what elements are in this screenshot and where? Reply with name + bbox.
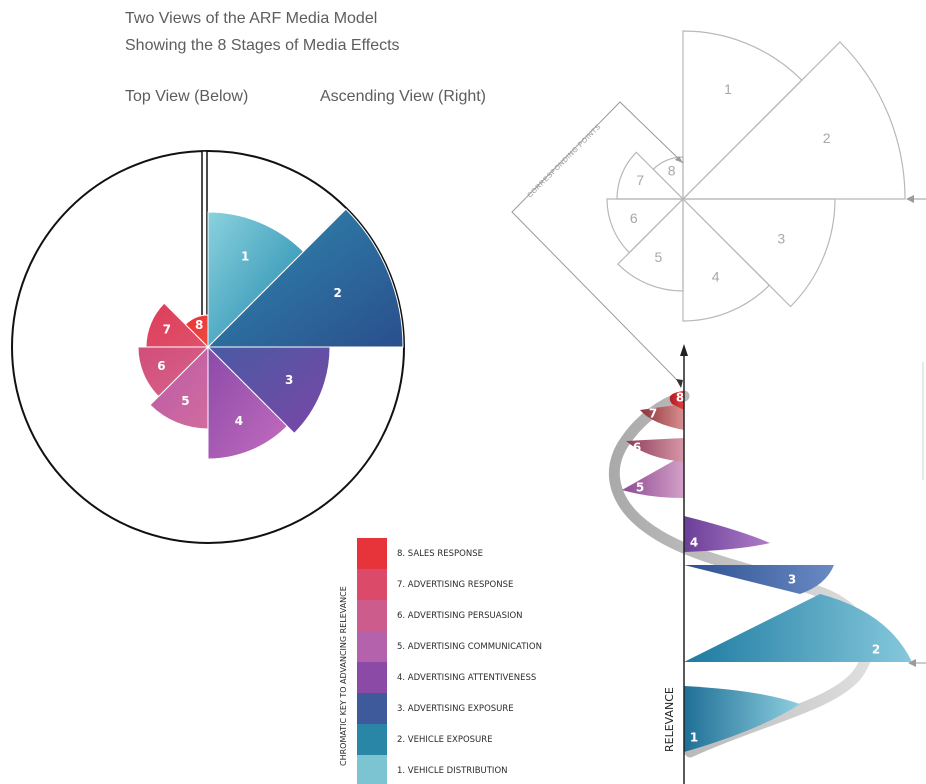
outline-view-wedge-7	[616, 151, 685, 200]
top-view-stage-number-3: 3	[285, 373, 293, 387]
legend-label-1: 8. SALES RESPONSE	[397, 549, 483, 559]
ascending-view-stage-number-3: 3	[788, 573, 796, 587]
outline-view-stage-number-1: 1	[724, 81, 732, 97]
top-view-wedge-3	[206, 346, 331, 435]
bracket-arrowhead-upper	[675, 156, 683, 163]
legend-label-6: 3. ADVERTISING EXPOSURE	[397, 704, 514, 714]
ascending-view-fin-7	[640, 404, 684, 430]
top-view-wedge-4	[207, 345, 288, 460]
ascending-view-stage-number-2: 2	[872, 643, 880, 657]
legend-swatch-5	[357, 662, 387, 693]
ascending-view-diagram: 1 2 3 4 5 6 7 8 RELEVANCE	[608, 344, 926, 784]
ascending-view-stage-number-6: 6	[633, 441, 641, 455]
top-view-stage-number-1: 1	[241, 250, 249, 264]
ascending-view-stage-number-8: 8	[676, 391, 684, 405]
legend-title: CHROMATIC KEY TO ADVANCING RELEVANCE	[339, 586, 348, 766]
outline-view-wedge-1	[682, 30, 803, 201]
outline-view-wedge-5	[617, 197, 684, 292]
top-view-wedge-6	[137, 346, 210, 398]
outline-view-stage-number-6: 6	[630, 210, 638, 226]
ascending-view-fin-3	[684, 565, 834, 594]
outline-view-stage-number-7: 7	[636, 172, 644, 188]
chromatic-key-legend: CHROMATIC KEY TO ADVANCING RELEVANCE 8. …	[339, 538, 542, 784]
legend-swatch-6	[357, 693, 387, 724]
outline-view-stage-number-3: 3	[777, 230, 785, 246]
outline-view-stage-number-4: 4	[712, 269, 720, 285]
outline-view-stage-number-2: 2	[823, 130, 831, 146]
legend-swatch-2	[357, 569, 387, 600]
outline-view-stage-number-8: 8	[668, 163, 676, 179]
outline-view-stage-number-5: 5	[655, 249, 663, 265]
ascending-pointer-arrowhead	[908, 659, 916, 667]
top-view-wedge-5	[149, 345, 209, 430]
legend-swatches	[357, 538, 387, 784]
legend-swatch-3	[357, 600, 387, 631]
legend-swatch-1	[357, 538, 387, 569]
outline-view-wedge-6	[606, 198, 685, 254]
corresponding-points-bracket	[511, 101, 684, 385]
relevance-axis-label: RELEVANCE	[663, 687, 676, 752]
ascending-view-stage-number-1: 1	[690, 731, 698, 745]
ascending-view-fin-8	[669, 391, 684, 410]
corresponding-points-label: CORRESPONDING POINTS	[526, 123, 602, 199]
legend-label-8: 1. VEHICLE DISTRIBUTION	[397, 766, 508, 776]
top-view-stage-numbers: 1 2 3 4 5 6 7 8	[157, 250, 342, 428]
ascending-view-fin-4	[684, 516, 770, 552]
title-line-1: Two Views of the ARF Media Model	[125, 10, 378, 27]
outline-pointer-arrowhead	[906, 195, 914, 203]
legend-label-4: 5. ADVERTISING COMMUNICATION	[397, 642, 542, 652]
relevance-axis-arrowhead	[680, 344, 688, 356]
ascending-view-fin-1	[684, 686, 800, 752]
top-view-stage-number-7: 7	[163, 322, 171, 336]
top-view-stage-number-6: 6	[157, 359, 165, 373]
legend-labels: 8. SALES RESPONSE 7. ADVERTISING RESPONSE…	[397, 549, 542, 776]
top-view-stage-number-5: 5	[181, 394, 189, 408]
ascending-view-label: Ascending View (Right)	[320, 88, 487, 105]
outline-view-stage-numbers: 1 2 3 4 5 6 7 8	[630, 81, 831, 285]
ascending-view-stage-number-4: 4	[690, 536, 698, 550]
ascending-view-fin-5	[622, 455, 684, 498]
legend-label-2: 7. ADVERTISING RESPONSE	[397, 580, 513, 590]
ascending-view-fin-6	[626, 438, 684, 462]
outline-view-diagram: 1 2 3 4 5 6 7 8 CORRESPONDING POINTS	[511, 30, 926, 388]
ascending-view-stage-number-7: 7	[649, 407, 657, 421]
ascending-view-wedges	[622, 391, 912, 752]
ascending-view-fin-2	[684, 594, 912, 662]
top-view-stage-number-4: 4	[235, 414, 243, 428]
legend-swatch-8	[357, 755, 387, 784]
ascending-view-stage-numbers: 1 2 3 4 5 6 7 8	[633, 391, 880, 745]
title-line-2: Showing the 8 Stages of Media Effects	[125, 37, 400, 54]
ascending-view-stage-number-5: 5	[636, 481, 644, 495]
top-view-wedge-1	[207, 211, 305, 349]
outline-view-wedge-4	[682, 197, 771, 322]
top-view-wedges	[137, 208, 404, 460]
top-view-wedge-8	[184, 314, 209, 349]
top-view-stage-number-8: 8	[195, 318, 203, 332]
legend-swatch-4	[357, 631, 387, 662]
bracket-arrowhead-lower	[676, 379, 683, 388]
outline-view-wedge-2	[681, 41, 906, 200]
legend-swatch-7	[357, 724, 387, 755]
outline-view-wedge-8	[652, 156, 684, 201]
outline-view-wedges	[606, 30, 906, 322]
top-view-diagram: 1 2 3 4 5 6 7 8	[11, 150, 405, 544]
outline-view-wedge-3	[681, 198, 836, 308]
top-view-label: Top View (Below)	[125, 88, 249, 105]
top-view-stage-number-2: 2	[334, 286, 342, 300]
legend-label-7: 2. VEHICLE EXPOSURE	[397, 735, 493, 745]
top-view-wedge-2	[206, 208, 404, 348]
legend-label-5: 4. ADVERTISING ATTENTIVENESS	[397, 673, 536, 683]
top-view-wedge-7	[145, 302, 210, 348]
legend-label-3: 6. ADVERTISING PERSUASION	[397, 611, 523, 621]
